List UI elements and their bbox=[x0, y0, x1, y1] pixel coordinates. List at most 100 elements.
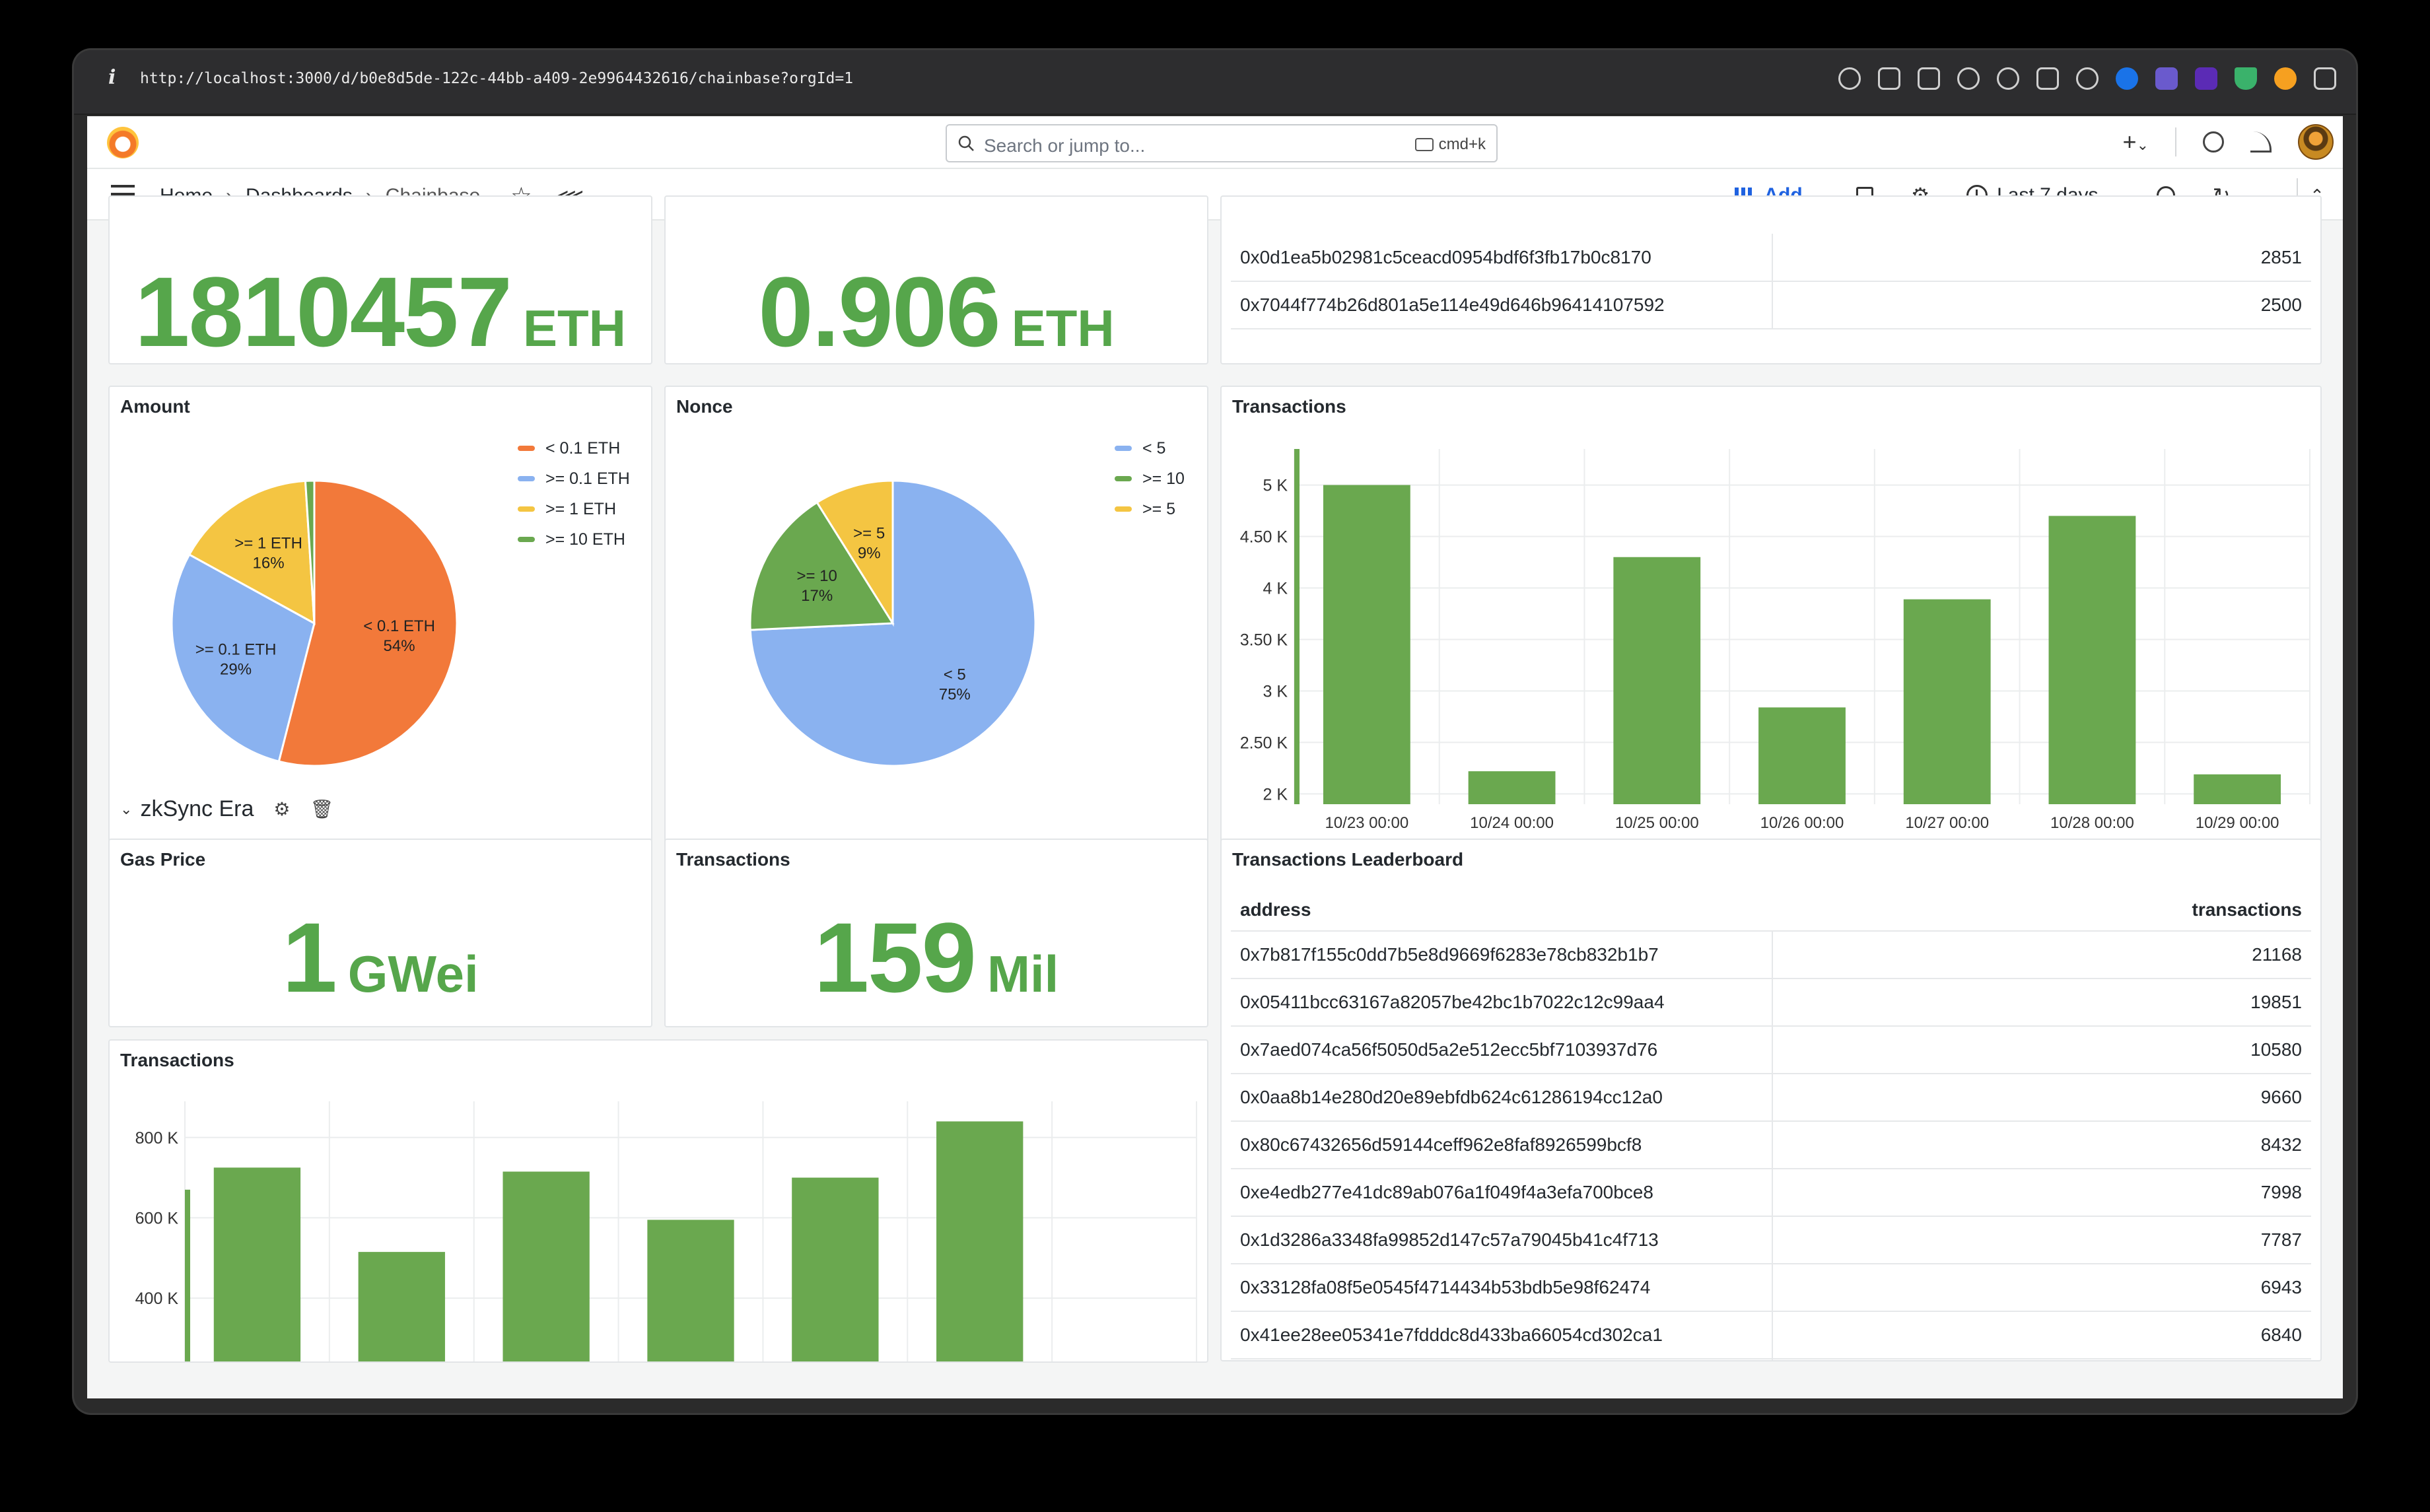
zksync-row-header[interactable]: ⌄ zkSync Era ⚙ 🗑 bbox=[120, 796, 333, 822]
transactions-cell: 6943 bbox=[1772, 1264, 2311, 1312]
legend-item[interactable]: < 5 bbox=[1115, 433, 1185, 464]
eth-transactions-bar-chart: 2 K 2.50 K 3 K 3.50 K 4 K 4.50 K 5 K 10/23 00:0… bbox=[1240, 449, 2310, 832]
top-nav-actions: +⌄ bbox=[2123, 124, 2334, 160]
chart-bar bbox=[1323, 485, 1410, 804]
chart-bar bbox=[358, 1252, 445, 1361]
crosshair-icon[interactable] bbox=[1997, 67, 2019, 90]
new-menu-button[interactable]: +⌄ bbox=[2123, 128, 2149, 156]
rss-icon[interactable] bbox=[2250, 131, 2272, 153]
stat-value: 0.906 bbox=[758, 256, 1000, 364]
table-row[interactable]: 0xe4edb277e41dc89ab076a1f049f4a3efa700bc… bbox=[1231, 1169, 2311, 1217]
address-cell: 0x1d3286a3348fa99852d147c57a79045b41c4f7… bbox=[1231, 1216, 1773, 1264]
cube-icon[interactable] bbox=[2195, 67, 2217, 90]
address-cell: 0x7044f774b26d801a5e114e49d646b964141075… bbox=[1231, 281, 1773, 329]
sidebar-icon[interactable] bbox=[2314, 67, 2336, 90]
row-title[interactable]: zkSync Era bbox=[140, 796, 254, 821]
legend-swatch bbox=[1115, 446, 1132, 451]
browser-url-bar: i http://localhost:3000/d/b0e8d5de-122c-… bbox=[74, 50, 2356, 115]
slice-percent-label: 54% bbox=[384, 637, 415, 655]
chart-bar bbox=[2048, 516, 2136, 804]
table-header: address transactions bbox=[1231, 889, 2311, 932]
url-text[interactable]: http://localhost:3000/d/b0e8d5de-122c-44… bbox=[140, 70, 854, 87]
keyboard-shortcut-hint: cmd+k bbox=[1414, 135, 1486, 154]
avatar[interactable] bbox=[2298, 124, 2334, 160]
address-cell: 0x0aa8b14e280d20e89ebfdb624c61286194cc12… bbox=[1231, 1074, 1773, 1122]
chart-bar bbox=[503, 1171, 590, 1361]
eth-transactions-panel: Transactions 2 K 2.50 K 3 K 3.50 K 4 K 4.50 K… bbox=[1220, 386, 2322, 842]
legend-swatch bbox=[1115, 476, 1132, 481]
table-row[interactable]: 0x7b817f155c0dd7b5e8d9669f6283e78cb832b1… bbox=[1231, 931, 2311, 979]
pie-slice bbox=[277, 479, 458, 767]
cloud-icon[interactable] bbox=[2036, 67, 2059, 90]
pie-slice bbox=[304, 479, 316, 624]
y-tick-label: 800 K bbox=[135, 1129, 179, 1148]
x-tick-label: 10/28 00:00 bbox=[2050, 814, 2134, 832]
globe-icon[interactable] bbox=[1957, 67, 1980, 90]
panel-title: Amount bbox=[120, 396, 190, 417]
legend-swatch bbox=[518, 506, 535, 512]
table-row[interactable]: 0x33128fa08f5e0545f4714434b53bdb5e98f624… bbox=[1231, 1264, 2311, 1312]
legend-item[interactable]: >= 10 ETH bbox=[518, 524, 630, 555]
y-tick-label: 2 K bbox=[1263, 785, 1288, 804]
link-icon[interactable] bbox=[1838, 67, 1861, 90]
table-row[interactable]: 0x41ee28ee05341e7fdddc8d433ba66054cd302c… bbox=[1231, 1311, 2311, 1359]
table-row[interactable]: 0x1d3286a3348fa99852d147c57a79045b41c4f7… bbox=[1231, 1216, 2311, 1264]
shield-icon[interactable] bbox=[2235, 67, 2257, 90]
y-tick-label: 2.50 K bbox=[1240, 734, 1288, 752]
chart-bar bbox=[2194, 774, 2281, 804]
chart-bar bbox=[1758, 707, 1846, 804]
y-tick-label: 4 K bbox=[1263, 580, 1288, 598]
camera-icon[interactable] bbox=[1878, 67, 1900, 90]
table-row[interactable]: 0x7044f774b26d801a5e114e49d646b964141075… bbox=[1231, 281, 2311, 329]
y-tick-label: 3 K bbox=[1263, 682, 1288, 701]
legend-item[interactable]: >= 0.1 ETH bbox=[518, 464, 630, 494]
stat-unit: ETH bbox=[1011, 299, 1115, 357]
legend-item[interactable]: >= 1 ETH bbox=[518, 494, 630, 524]
trash-icon[interactable]: 🗑 bbox=[310, 799, 334, 819]
address-cell: 0x32631223a3b8f7bb28dc3c067d5f880902730d… bbox=[1231, 1359, 1773, 1360]
transactions-cell: 6624 bbox=[1772, 1359, 2311, 1360]
panel-title: Gas Price bbox=[120, 849, 206, 870]
transactions-stat: 159 Mil bbox=[666, 901, 1207, 1015]
stat-unit: ETH bbox=[522, 299, 626, 357]
column-header-address[interactable]: address bbox=[1231, 889, 1772, 932]
panel-title: Transactions bbox=[120, 1050, 234, 1070]
divider bbox=[2175, 127, 2176, 156]
gas-price-stat: 1 GWei bbox=[110, 901, 651, 1015]
slice-label: >= 5 bbox=[853, 524, 885, 542]
slice-label: >= 0.1 ETH bbox=[195, 640, 277, 658]
gear-icon[interactable]: ⚙ bbox=[273, 799, 291, 819]
table-row[interactable]: 0x0aa8b14e280d20e89ebfdb624c61286194cc12… bbox=[1231, 1074, 2311, 1122]
slice-label: >= 10 bbox=[796, 567, 837, 585]
stat-unit: GWei bbox=[347, 945, 479, 1003]
table-row[interactable]: 0x0d1ea5b02981c5ceacd0954bdf6f3fb17b0c81… bbox=[1231, 234, 2311, 282]
x-tick-label: 10/27 00:00 bbox=[1905, 814, 1989, 832]
hat-icon[interactable] bbox=[2155, 67, 2178, 90]
table-row[interactable]: 0x05411bcc63167a82057be42bc1b7022c12c99a… bbox=[1231, 979, 2311, 1027]
terminal-icon[interactable] bbox=[1918, 67, 1940, 90]
table-row[interactable]: 0x80c67432656d59144ceff962e8faf8926599bc… bbox=[1231, 1121, 2311, 1169]
legend-item[interactable]: >= 10 bbox=[1115, 464, 1185, 494]
grafana-logo-icon[interactable] bbox=[107, 127, 139, 158]
transactions-cell: 6840 bbox=[1772, 1311, 2311, 1359]
chart-bar bbox=[792, 1177, 879, 1361]
x-tick-label: 10/23 00:00 bbox=[1325, 814, 1408, 832]
slice-percent-label: 75% bbox=[939, 685, 971, 703]
legend-item[interactable]: >= 5 bbox=[1115, 494, 1185, 524]
address-cell: 0x7aed074ca56f5050d5a2e512ecc5bf7103937d… bbox=[1231, 1026, 1773, 1074]
address-cell: 0xe4edb277e41dc89ab076a1f049f4a3efa700bc… bbox=[1231, 1169, 1773, 1217]
help-icon[interactable] bbox=[2203, 131, 2224, 153]
glasses-icon[interactable] bbox=[2076, 67, 2099, 90]
eth-average-stat-panel: 0.906 ETH bbox=[664, 195, 1208, 364]
search-input[interactable]: Search or jump to... cmd+k bbox=[946, 124, 1498, 162]
legend-item[interactable]: < 0.1 ETH bbox=[518, 433, 630, 464]
chevron-down-icon[interactable]: ⌄ bbox=[120, 800, 133, 817]
bitcoin-icon[interactable] bbox=[2274, 67, 2297, 90]
onepassword-icon[interactable] bbox=[2116, 67, 2138, 90]
transactions-cell: 19851 bbox=[1772, 979, 2311, 1027]
table-row[interactable]: 0x32631223a3b8f7bb28dc3c067d5f880902730d… bbox=[1231, 1359, 2311, 1360]
column-header-transactions[interactable]: transactions bbox=[1772, 889, 2311, 932]
table-row[interactable]: 0x7aed074ca56f5050d5a2e512ecc5bf7103937d… bbox=[1231, 1026, 2311, 1074]
eth-leaderboard-panel: 0x0d1ea5b02981c5ceacd0954bdf6f3fb17b0c81… bbox=[1220, 195, 2322, 364]
info-icon[interactable]: i bbox=[108, 66, 116, 89]
